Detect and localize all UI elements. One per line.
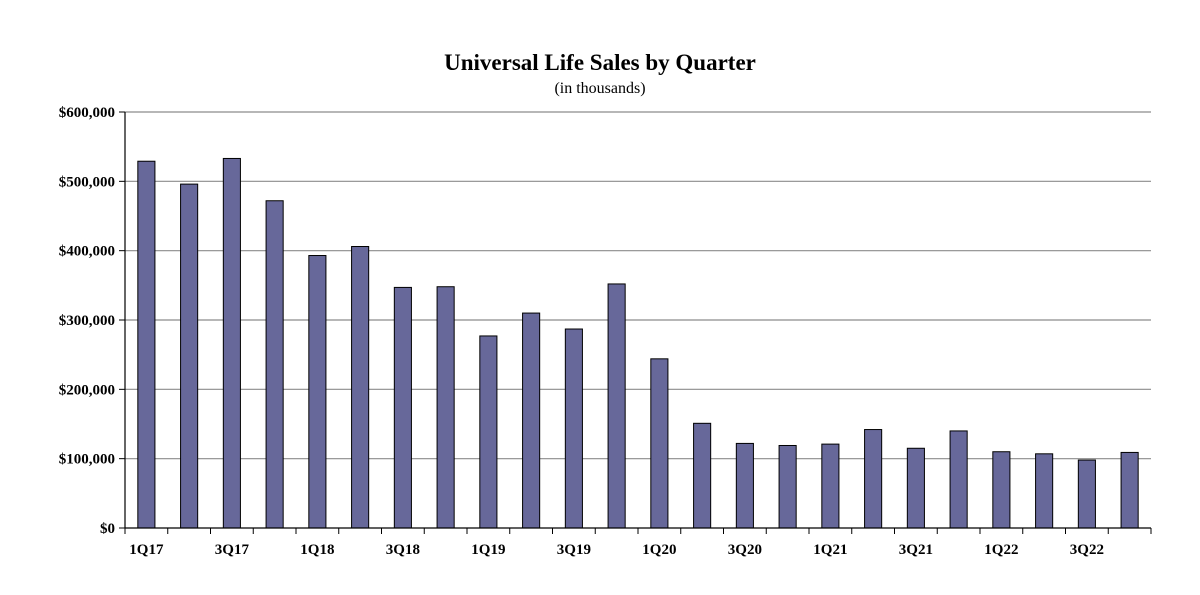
gridlines [125, 111, 1151, 460]
tick-labels: $0 $100,000 $200,000 $300,000 $400,000 $500,0… [59, 105, 1104, 558]
bar-4q21 [949, 430, 968, 529]
y-tick-label: $400,000 [59, 244, 115, 260]
bar-4q17 [265, 200, 284, 529]
bar-4q18 [436, 286, 455, 529]
chart-title: Universal Life Sales by Quarter [444, 50, 756, 75]
x-tick-label: 1Q22 [984, 542, 1018, 558]
bar-3q19 [564, 328, 583, 529]
y-tick-label: $200,000 [59, 382, 115, 398]
bar-2q21 [864, 429, 883, 529]
chart-subtitle: (in thousands) [554, 80, 646, 97]
x-tick-label: 3Q17 [215, 542, 250, 558]
bars [137, 157, 1139, 529]
x-tick-label: 3Q21 [899, 542, 933, 558]
bar-2q18 [351, 246, 370, 529]
bar-2q19 [522, 312, 541, 529]
y-tick-label: $300,000 [59, 313, 115, 329]
bar-2q17 [180, 183, 199, 529]
bar-3q20 [735, 442, 754, 529]
bar-1q22 [992, 451, 1011, 529]
axes [119, 111, 1152, 534]
x-tick-label: 1Q20 [642, 542, 676, 558]
bar-3q21 [906, 447, 925, 529]
y-tick-label: $500,000 [59, 174, 115, 190]
y-tick-label: $100,000 [59, 452, 115, 468]
x-tick-label: 3Q19 [557, 542, 591, 558]
bar-1q18 [308, 255, 327, 529]
x-tick-label: 3Q18 [386, 542, 420, 558]
y-tick-label: $0 [100, 521, 115, 537]
bar-3q22 [1077, 459, 1096, 529]
bar-4q19 [607, 283, 626, 529]
bar-1q19 [479, 335, 498, 529]
bar-3q17 [222, 157, 241, 529]
x-tick-label: 3Q20 [728, 542, 762, 558]
x-tick-label: 1Q19 [471, 542, 505, 558]
bar-4q22 [1120, 451, 1139, 529]
x-tick-label: 1Q17 [129, 542, 164, 558]
bar-4q20 [778, 444, 797, 529]
bar-1q20 [650, 358, 669, 529]
x-tick-label: 3Q22 [1070, 542, 1104, 558]
y-tick-label: $600,000 [59, 105, 115, 121]
x-tick-label: 1Q21 [813, 542, 847, 558]
bar-2q22 [1035, 453, 1054, 529]
bar-2q20 [693, 422, 712, 529]
bar-1q17 [137, 160, 156, 529]
bar-3q18 [393, 286, 412, 529]
bar-1q21 [821, 443, 840, 529]
x-tick-label: 1Q18 [300, 542, 334, 558]
